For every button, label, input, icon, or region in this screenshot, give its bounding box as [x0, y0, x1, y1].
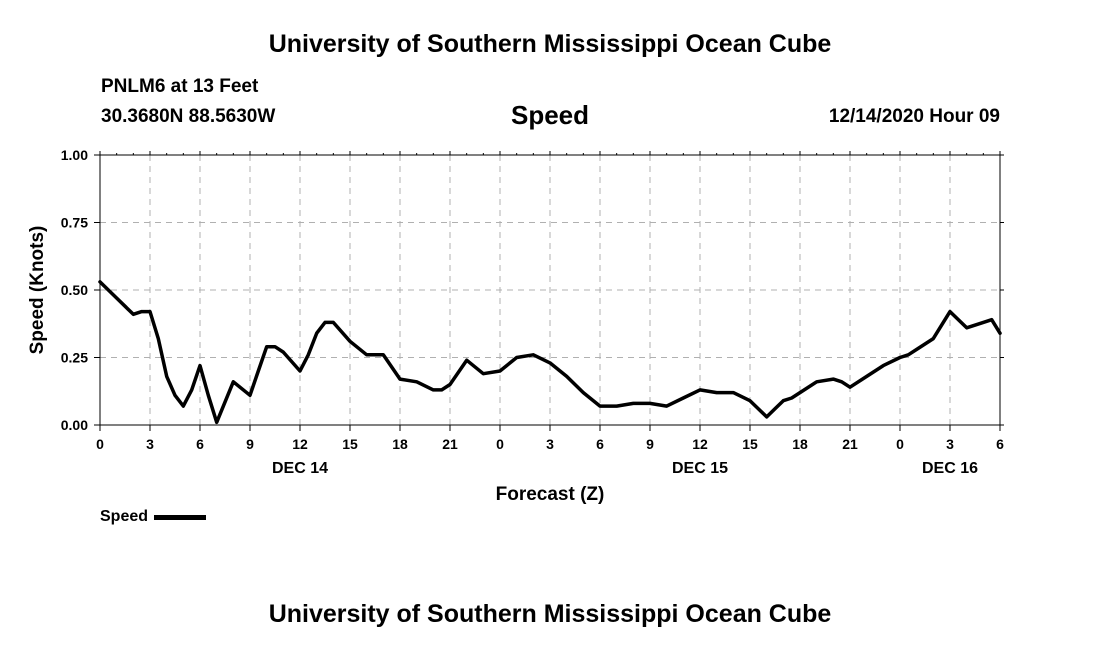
day-label: DEC 15: [672, 460, 728, 477]
x-tick-label: 6: [596, 436, 604, 452]
x-axis-label: Forecast (Z): [496, 484, 605, 505]
x-tick-label: 18: [792, 436, 808, 452]
coords-label: 30.3680N 88.5630W: [101, 106, 276, 127]
legend: Speed: [100, 508, 207, 526]
x-tick-label: 0: [496, 436, 504, 452]
title-top: University of Southern Mississippi Ocean…: [268, 30, 832, 58]
x-tick-label: 3: [946, 436, 954, 452]
y-tick-label: 0.00: [61, 417, 88, 433]
x-tick-label: 12: [692, 436, 708, 452]
x-tick-label: 9: [646, 436, 654, 452]
y-tick-label: 0.50: [61, 282, 88, 298]
legend-swatch: [154, 514, 207, 520]
x-tick-label: 15: [342, 436, 358, 452]
day-label: DEC 14: [272, 460, 328, 477]
x-tick-label: 3: [146, 436, 154, 452]
x-tick-label: 0: [896, 436, 904, 452]
x-tick-label: 0: [96, 436, 104, 452]
y-axis-label: Speed (Knots): [27, 226, 48, 355]
series-line-speed: [98, 280, 1002, 425]
legend-label: Speed: [100, 508, 149, 525]
day-label: DEC 16: [922, 460, 978, 477]
chart-title: Speed: [510, 100, 590, 130]
y-tick-label: 1.00: [61, 147, 88, 163]
issued-label: 12/14/2020 Hour 09: [828, 106, 1000, 127]
x-tick-label: 21: [842, 436, 858, 452]
x-tick-label: 21: [442, 436, 458, 452]
x-tick-label: 9: [246, 436, 254, 452]
station-label: PNLM6 at 13 Feet: [101, 76, 259, 97]
y-tick-label: 0.25: [61, 350, 88, 366]
x-tick-label: 6: [996, 436, 1004, 452]
x-tick-label: 18: [392, 436, 408, 452]
x-tick-label: 12: [292, 436, 308, 452]
x-tick-label: 3: [546, 436, 554, 452]
x-tick-label: 6: [196, 436, 204, 452]
title-bottom: University of Southern Mississippi Ocean…: [268, 600, 832, 628]
y-tick-label: 0.75: [61, 215, 88, 231]
x-tick-label: 15: [742, 436, 758, 452]
